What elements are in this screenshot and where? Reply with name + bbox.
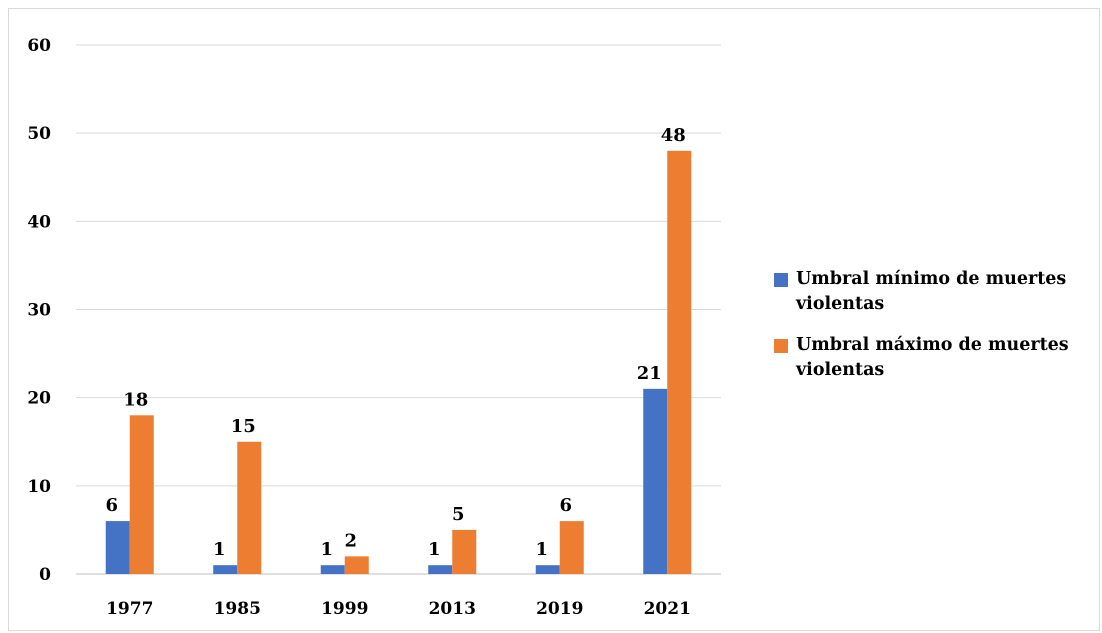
legend-item-max: Umbral máximo de muertes violentas [774,333,1102,383]
legend-item-min: Umbral mínimo de muertes violentas [774,267,1102,317]
data-label: 15 [231,416,256,437]
y-tick-label: 10 [27,477,51,497]
bar-max [344,556,369,574]
bar-max [559,521,584,574]
bar-min [320,565,345,574]
x-tick-label: 2019 [536,599,583,619]
y-tick-label: 0 [39,565,51,585]
bar-max [667,150,692,575]
chart-container: 0 10 20 30 40 50 60 6 18 1977 1 15 1985 1 2 1999 1 5 2013 1… [8,8,1100,631]
x-tick-label: 2013 [429,599,476,619]
bar-max [237,441,262,574]
data-label: 2 [344,530,357,551]
data-label: 5 [452,504,465,525]
bar-min [213,565,238,574]
legend-label-max: Umbral máximo de muertes violentas [796,335,1069,380]
bar-max [129,415,154,574]
y-tick-label: 20 [27,389,51,409]
data-label: 21 [637,363,662,384]
y-tick-label: 60 [27,36,51,56]
bar-min [428,565,453,574]
legend-swatch-max [774,339,788,353]
data-label: 18 [123,389,148,410]
y-tick-label: 40 [27,212,51,232]
x-tick-label: 1999 [321,599,368,619]
x-tick-label: 2021 [644,599,691,619]
data-label: 6 [105,495,118,516]
bar-min [643,388,668,574]
legend: Umbral mínimo de muertes violentas Umbra… [774,267,1102,399]
data-label: 1 [535,539,548,560]
bar-min [535,565,560,574]
bar-min [105,521,130,574]
data-label: 1 [320,539,333,560]
y-tick-label: 30 [27,301,51,321]
legend-swatch-min [774,273,788,287]
y-tick-label: 50 [27,124,51,144]
data-label: 1 [213,539,226,560]
data-label: 1 [428,539,441,560]
bar-max [452,529,477,574]
legend-label-min: Umbral mínimo de muertes violentas [796,269,1067,314]
data-label: 6 [559,495,572,516]
x-tick-label: 1977 [106,599,153,619]
data-label: 48 [661,125,686,146]
x-tick-label: 1985 [214,599,261,619]
